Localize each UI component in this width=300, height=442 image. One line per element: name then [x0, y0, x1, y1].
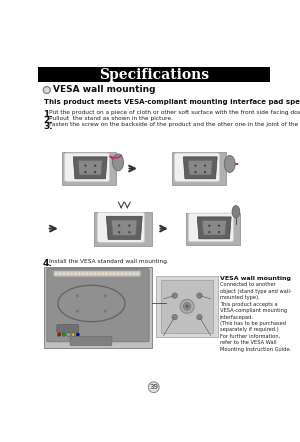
Circle shape: [104, 294, 107, 297]
Polygon shape: [188, 160, 212, 175]
FancyBboxPatch shape: [188, 213, 233, 242]
FancyBboxPatch shape: [175, 153, 220, 182]
Text: VESA wall mounting: VESA wall mounting: [220, 276, 290, 282]
Circle shape: [67, 333, 70, 336]
Circle shape: [104, 310, 107, 313]
Text: 3.: 3.: [43, 122, 52, 130]
Circle shape: [78, 272, 80, 275]
Text: 1.: 1.: [43, 110, 52, 119]
Circle shape: [94, 164, 96, 167]
FancyBboxPatch shape: [62, 152, 116, 185]
Circle shape: [67, 272, 69, 275]
Circle shape: [183, 302, 191, 310]
Circle shape: [74, 272, 77, 275]
Circle shape: [58, 333, 61, 336]
Text: 4.: 4.: [43, 259, 53, 268]
Circle shape: [76, 333, 80, 336]
FancyBboxPatch shape: [70, 336, 112, 346]
Text: Connected to another
object (stand type and wall-
mounted type).
This product ac: Connected to another object (stand type …: [220, 282, 291, 351]
FancyBboxPatch shape: [44, 267, 152, 348]
Circle shape: [218, 231, 220, 233]
Circle shape: [128, 225, 130, 227]
Circle shape: [59, 272, 61, 275]
Circle shape: [101, 272, 104, 275]
Text: Fasten the screw on the backside of the product and the other one in the joint o: Fasten the screw on the backside of the …: [49, 122, 300, 126]
Text: 2.: 2.: [43, 116, 52, 125]
Circle shape: [118, 231, 120, 233]
Polygon shape: [73, 157, 107, 179]
Ellipse shape: [113, 154, 124, 171]
Text: 39: 39: [149, 384, 158, 390]
Circle shape: [136, 272, 139, 275]
Circle shape: [62, 333, 66, 336]
Circle shape: [71, 333, 75, 336]
Circle shape: [84, 164, 86, 167]
Circle shape: [125, 272, 127, 275]
Circle shape: [90, 272, 92, 275]
FancyBboxPatch shape: [54, 271, 141, 276]
Text: This product meets VESA-compliant mounting interface pad specifications.: This product meets VESA-compliant mounti…: [44, 99, 300, 105]
Circle shape: [172, 314, 177, 320]
FancyBboxPatch shape: [186, 213, 240, 245]
Circle shape: [132, 272, 135, 275]
FancyBboxPatch shape: [156, 275, 218, 337]
Circle shape: [109, 272, 112, 275]
Circle shape: [70, 272, 73, 275]
Circle shape: [204, 171, 206, 173]
FancyBboxPatch shape: [38, 67, 270, 82]
FancyBboxPatch shape: [97, 213, 145, 242]
Circle shape: [185, 305, 189, 309]
Circle shape: [98, 272, 100, 275]
FancyBboxPatch shape: [94, 212, 152, 246]
Circle shape: [55, 272, 57, 275]
Circle shape: [129, 272, 131, 275]
Polygon shape: [183, 157, 217, 179]
Circle shape: [113, 272, 116, 275]
Circle shape: [197, 293, 202, 298]
Circle shape: [43, 87, 50, 93]
Circle shape: [121, 272, 123, 275]
Polygon shape: [78, 160, 102, 175]
Circle shape: [197, 314, 202, 320]
FancyBboxPatch shape: [64, 153, 110, 182]
Text: Specifications: Specifications: [99, 68, 209, 82]
Circle shape: [148, 382, 159, 392]
Circle shape: [84, 171, 86, 173]
Circle shape: [94, 171, 96, 173]
Circle shape: [117, 272, 119, 275]
Polygon shape: [197, 217, 231, 239]
FancyBboxPatch shape: [47, 269, 149, 342]
Circle shape: [82, 272, 84, 275]
Circle shape: [180, 299, 194, 313]
Circle shape: [63, 272, 65, 275]
Circle shape: [204, 164, 206, 167]
Circle shape: [194, 164, 196, 167]
FancyBboxPatch shape: [57, 324, 79, 332]
Text: VESA wall mounting: VESA wall mounting: [53, 85, 155, 95]
Circle shape: [86, 272, 88, 275]
Circle shape: [172, 293, 177, 298]
Polygon shape: [202, 221, 226, 235]
Circle shape: [76, 294, 79, 297]
FancyBboxPatch shape: [161, 280, 213, 332]
Circle shape: [105, 272, 108, 275]
FancyBboxPatch shape: [172, 152, 226, 185]
Polygon shape: [112, 220, 137, 236]
Circle shape: [94, 272, 96, 275]
Circle shape: [194, 171, 196, 173]
Circle shape: [118, 225, 120, 227]
Text: Put the product on a piece of cloth or other soft surface with the front side fa: Put the product on a piece of cloth or o…: [49, 110, 300, 115]
Ellipse shape: [224, 156, 235, 172]
Circle shape: [218, 225, 220, 227]
Circle shape: [76, 310, 79, 313]
Text: Pullout  the stand as shown in the picture.: Pullout the stand as shown in the pictur…: [49, 116, 173, 121]
Text: Install the VESA standard wall mounting.: Install the VESA standard wall mounting.: [49, 259, 169, 264]
Circle shape: [208, 225, 211, 227]
Ellipse shape: [232, 206, 240, 218]
Polygon shape: [106, 216, 142, 240]
Circle shape: [128, 231, 130, 233]
Circle shape: [208, 231, 211, 233]
